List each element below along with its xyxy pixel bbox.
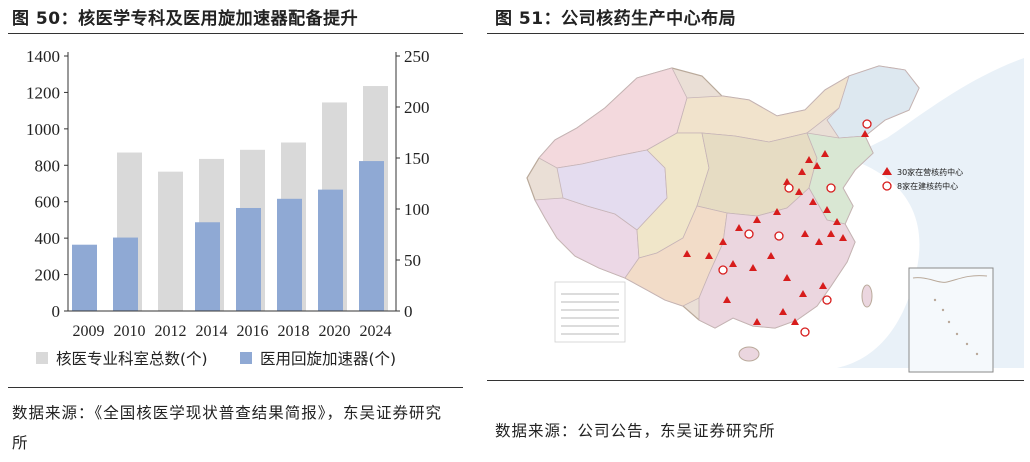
operating-center-marker — [779, 308, 787, 315]
building-center-marker — [718, 265, 728, 275]
hainan-island — [738, 346, 760, 362]
operating-center-marker — [821, 150, 829, 157]
operating-center-marker — [823, 206, 831, 213]
right-title-rule — [487, 33, 1024, 34]
x-axis-tick-label: 2009 — [73, 323, 105, 340]
left-source-note: 数据来源：《全国核医学现状普查结果简报》，东吴证券研究所 — [12, 404, 443, 452]
left-axis-tick-label: 0 — [52, 302, 61, 321]
legend-label: 医用回旋加速器(个) — [260, 350, 396, 368]
operating-center-marker — [753, 318, 761, 325]
left-axis-tick-label: 800 — [35, 156, 61, 175]
operating-center-marker — [827, 230, 835, 237]
south-sea-inset-coast — [912, 275, 988, 283]
legend-swatch — [36, 352, 48, 364]
building-center-marker — [822, 295, 832, 305]
left-title-rule — [8, 33, 463, 34]
right-axis-tick-label: 200 — [404, 98, 430, 117]
operating-center-marker — [767, 252, 775, 259]
building-center-marker — [862, 119, 872, 129]
right-axis-tick-label: 150 — [404, 149, 430, 168]
bar-cyclotrons-2024 — [359, 161, 384, 311]
south-sea-islands — [933, 298, 979, 356]
south-sea-inset — [908, 267, 994, 373]
operating-center-marker — [723, 296, 731, 303]
bar-cyclotrons-2020 — [318, 189, 343, 311]
china-map: 30家在营核药中心 8家在建核药中心 — [487, 38, 1024, 380]
operating-center-marker — [809, 198, 817, 205]
operating-center-marker — [791, 318, 799, 325]
x-axis-tick-label: 2014 — [196, 323, 228, 340]
operating-center-marker — [719, 238, 727, 245]
operating-center-marker — [861, 130, 869, 137]
building-center-marker — [774, 231, 784, 241]
operating-center-markers — [683, 130, 869, 325]
right-axis-tick-label: 50 — [404, 251, 421, 270]
operating-legend-icon — [882, 167, 892, 175]
operating-center-marker — [801, 230, 809, 237]
left-axis-tick-label: 400 — [35, 229, 61, 248]
left-axis-tick-label: 1400 — [26, 47, 60, 66]
operating-center-marker — [783, 274, 791, 281]
bar-nuclear-medicine-departments-2012 — [158, 171, 183, 311]
right-bottom-rule — [487, 380, 1024, 381]
right-source-note: 数据来源：公司公告，东吴证券研究所 — [495, 422, 776, 440]
operating-center-marker — [813, 162, 821, 169]
operating-center-marker — [753, 216, 761, 223]
building-center-marker — [744, 229, 754, 239]
bar-cyclotrons-2014 — [195, 222, 220, 311]
operating-center-marker — [795, 188, 803, 195]
map-key-box — [554, 281, 626, 343]
building-center-marker — [826, 183, 836, 193]
operating-center-marker — [705, 252, 713, 259]
legend-label: 核医专业科室总数(个) — [56, 350, 208, 368]
operating-center-marker — [729, 260, 737, 267]
building-legend-label: 8家在建核药中心 — [897, 181, 958, 191]
left-axis-tick-label: 200 — [35, 266, 61, 285]
operating-center-marker — [799, 290, 807, 297]
operating-legend-label: 30家在营核药中心 — [897, 167, 963, 177]
bar-cyclotrons-2018 — [277, 198, 302, 311]
right-axis-tick-label: 250 — [404, 47, 430, 66]
right-axis-tick-label: 100 — [404, 200, 430, 219]
operating-center-marker — [839, 234, 847, 241]
operating-center-marker — [819, 282, 827, 289]
operating-center-marker — [833, 218, 841, 225]
left-panel-title: 图 50：核医学专科及医用旋加速器配备提升 — [12, 9, 359, 29]
x-axis-tick-label: 2018 — [278, 323, 310, 340]
operating-center-marker — [773, 208, 781, 215]
legend-swatch — [240, 352, 252, 364]
operating-center-marker — [815, 238, 823, 245]
operating-center-marker — [735, 224, 743, 231]
right-axis-tick-label: 0 — [404, 302, 413, 321]
bar-chart: 0 200 400 600 800 1000 1200 1400 0 50 100 150 200 250… — [26, 47, 430, 368]
bar-cyclotrons-2009 — [72, 244, 97, 311]
province-south — [698, 187, 856, 329]
building-center-markers — [718, 119, 872, 337]
map-key-lines — [561, 293, 619, 335]
left-axis-tick-label: 1200 — [26, 83, 60, 102]
x-axis-tick-label: 2012 — [155, 323, 187, 340]
building-center-marker — [800, 327, 810, 337]
building-center-marker — [784, 183, 794, 193]
x-axis-tick-label: 2010 — [114, 323, 146, 340]
x-axis-tick-label: 2016 — [237, 323, 269, 340]
operating-center-marker — [805, 156, 813, 163]
taiwan-island — [861, 284, 873, 308]
right-panel-title: 图 51：公司核药生产中心布局 — [495, 9, 737, 29]
bar-cyclotrons-2010 — [113, 237, 138, 311]
bar-cyclotrons-2016 — [236, 207, 261, 311]
operating-center-marker — [683, 250, 691, 257]
left-bottom-rule — [8, 387, 463, 388]
operating-center-marker — [749, 264, 757, 271]
operating-center-marker — [798, 168, 806, 175]
province-northeast — [826, 65, 920, 139]
operating-center-marker — [783, 178, 791, 185]
building-legend-icon — [882, 181, 892, 191]
x-axis-tick-label: 2024 — [360, 323, 392, 340]
map-legend: 30家在营核药中心 8家在建核药中心 — [882, 167, 963, 191]
left-axis-tick-label: 1000 — [26, 120, 60, 139]
left-axis-tick-label: 600 — [35, 193, 61, 212]
x-axis-tick-label: 2020 — [319, 323, 351, 340]
